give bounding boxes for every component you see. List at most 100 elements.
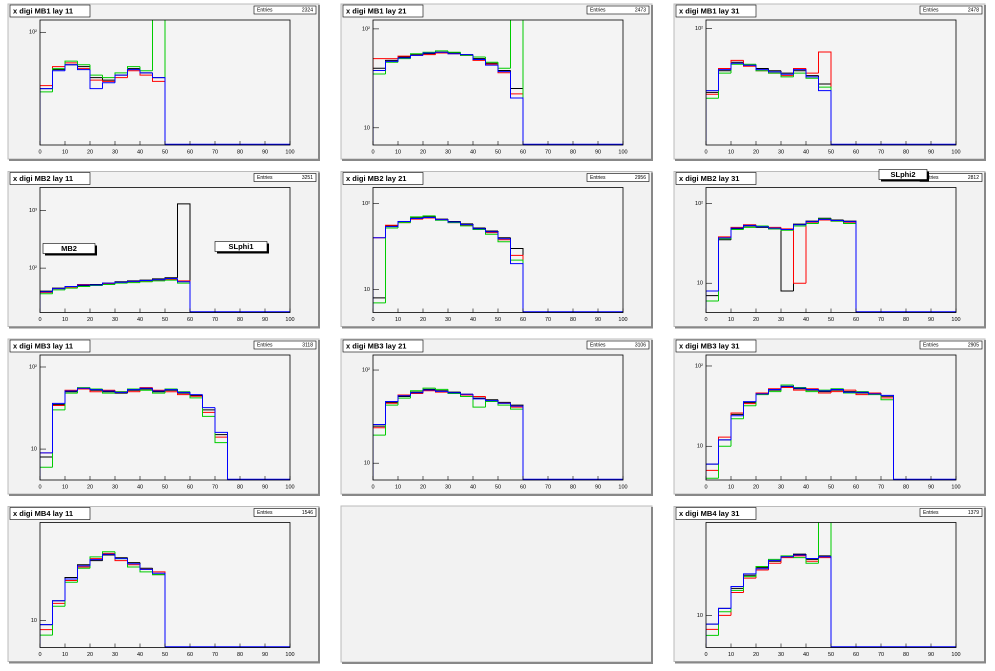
x-tick-label: 100 bbox=[951, 149, 960, 155]
stats-box bbox=[919, 340, 983, 350]
histogram-bin bbox=[52, 600, 65, 625]
histogram-bin bbox=[805, 557, 819, 564]
x-tick-label: 30 bbox=[445, 149, 451, 155]
title-box bbox=[675, 4, 757, 18]
histogram-bin bbox=[805, 554, 819, 559]
x-tick-label: 40 bbox=[470, 149, 476, 155]
x-tick-label: 60 bbox=[853, 484, 859, 490]
x-tick-label: 100 bbox=[951, 484, 960, 490]
histogram-bin bbox=[64, 578, 78, 601]
histogram-bin bbox=[706, 90, 719, 145]
histogram-bin bbox=[40, 291, 53, 313]
histogram-bin bbox=[510, 238, 524, 313]
title: x digi MB3 lay 21 bbox=[346, 341, 406, 350]
histogram-bin bbox=[460, 392, 473, 395]
histogram-bin bbox=[397, 57, 411, 62]
x-tick-label: 30 bbox=[445, 484, 451, 490]
histogram-bin bbox=[77, 284, 90, 287]
histogram-bin bbox=[755, 568, 769, 574]
title: x digi MB1 lay 11 bbox=[13, 6, 73, 15]
x-tick-label: 70 bbox=[878, 149, 884, 155]
histogram-bin bbox=[77, 387, 90, 391]
stats-entries: 3106 bbox=[635, 343, 646, 349]
histogram-bin bbox=[102, 389, 115, 392]
x-tick-label: 100 bbox=[285, 149, 294, 155]
x-tick-label: 90 bbox=[262, 484, 268, 490]
stats-entries: 1546 bbox=[302, 510, 313, 516]
plot-frame bbox=[373, 187, 623, 313]
x-tick-label: 40 bbox=[470, 484, 476, 490]
histogram-bin bbox=[818, 218, 831, 222]
title: x digi MB4 lay 31 bbox=[679, 509, 739, 518]
pad-shadow bbox=[342, 172, 653, 329]
histogram-bin bbox=[743, 573, 756, 587]
histogram-bin bbox=[422, 215, 436, 217]
x-tick-label: 70 bbox=[545, 149, 551, 155]
title: x digi MB4 lay 11 bbox=[13, 509, 73, 518]
histogram-bin bbox=[780, 228, 794, 231]
x-tick-label: 100 bbox=[618, 317, 627, 323]
plot-frame bbox=[706, 355, 956, 480]
histogram-bin bbox=[435, 390, 448, 392]
x-tick-label: 30 bbox=[112, 149, 118, 155]
x-tick-label: 80 bbox=[570, 484, 576, 490]
x-tick-label: 10 bbox=[728, 149, 734, 155]
histogram-bin bbox=[422, 52, 436, 56]
histogram-bin bbox=[706, 628, 719, 648]
histogram-bin bbox=[868, 392, 881, 395]
histogram-bin bbox=[114, 554, 128, 560]
histogram-bin bbox=[52, 70, 65, 89]
histogram-bin bbox=[102, 553, 115, 560]
histogram-bin bbox=[805, 69, 819, 78]
x-tick-label: 100 bbox=[618, 484, 627, 490]
histogram-bin bbox=[485, 398, 498, 402]
histogram-bin bbox=[177, 389, 190, 393]
histogram-bin bbox=[89, 69, 103, 90]
x-tick-label: 80 bbox=[237, 652, 243, 658]
histogram bbox=[40, 20, 166, 145]
stats-entries: 3251 bbox=[302, 175, 313, 181]
plot-frame bbox=[373, 20, 623, 145]
histogram-bin bbox=[706, 93, 719, 145]
histogram bbox=[706, 51, 832, 145]
histogram-bin bbox=[214, 407, 228, 480]
x-tick-label: 70 bbox=[212, 484, 218, 490]
histogram-bin bbox=[706, 463, 719, 480]
x-tick-label: 0 bbox=[38, 149, 41, 155]
histogram-bin bbox=[743, 63, 756, 66]
stats-entries: 2956 bbox=[635, 175, 646, 181]
stats-label: Entries bbox=[257, 175, 273, 181]
histogram-bin bbox=[152, 72, 166, 145]
histogram-bin bbox=[718, 439, 731, 465]
title: x digi MB2 lay 31 bbox=[679, 174, 739, 183]
x-tick-label: 20 bbox=[87, 149, 93, 155]
stats-label: Entries bbox=[923, 510, 939, 516]
x-tick-label: 70 bbox=[878, 652, 884, 658]
histogram-bin bbox=[706, 290, 719, 313]
histogram-bin bbox=[830, 388, 844, 391]
x-tick-label: 20 bbox=[753, 317, 759, 323]
histogram-bin bbox=[435, 51, 448, 54]
histogram-bin bbox=[64, 390, 78, 404]
histogram-bin bbox=[189, 392, 203, 396]
histogram-bin bbox=[805, 388, 819, 390]
histogram-bin bbox=[447, 52, 461, 55]
x-tick-label: 0 bbox=[371, 317, 374, 323]
x-tick-label: 50 bbox=[828, 652, 834, 658]
histogram bbox=[40, 387, 228, 480]
histogram-bin bbox=[410, 218, 423, 222]
histogram-bin bbox=[497, 65, 511, 73]
annotation: SLphi1 bbox=[228, 242, 253, 251]
x-tick-label: 20 bbox=[420, 317, 426, 323]
histogram-bin bbox=[706, 477, 719, 480]
histogram-bin bbox=[718, 237, 731, 291]
x-tick-label: 0 bbox=[704, 484, 707, 490]
histogram-bin bbox=[472, 54, 486, 61]
stats-label: Entries bbox=[257, 510, 273, 516]
histogram-bin bbox=[152, 388, 165, 392]
x-tick-label: 80 bbox=[903, 149, 909, 155]
histogram-bin bbox=[447, 391, 461, 394]
x-tick-label: 70 bbox=[878, 317, 884, 323]
histogram-bin bbox=[510, 71, 524, 145]
x-tick-label: 70 bbox=[212, 317, 218, 323]
